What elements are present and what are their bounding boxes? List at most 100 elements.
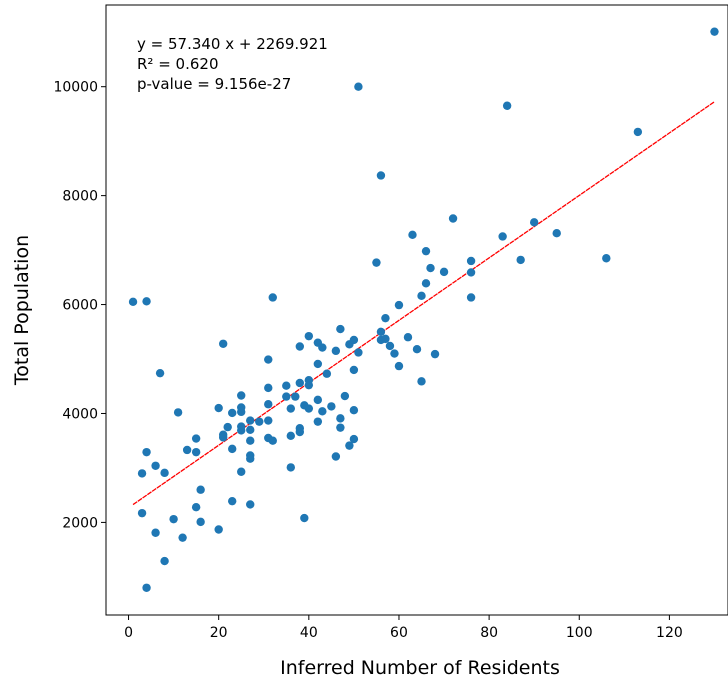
data-point [255,417,264,426]
data-point [264,355,273,364]
data-point [466,293,476,302]
y-tick-label: 4000 [62,406,98,422]
x-tick-label: 60 [390,625,408,641]
x-tick-label: 20 [210,625,228,641]
data-point [137,508,147,518]
data-point [286,404,295,413]
data-point [282,381,291,390]
data-point [336,324,345,334]
data-point [331,346,341,356]
x-tick-label: 40 [300,625,318,641]
data-point [417,291,426,301]
data-point [322,369,332,378]
data-point [313,417,323,426]
data-point [169,514,178,524]
data-point [349,434,359,444]
data-point [304,404,314,413]
data-point [390,349,399,358]
plot-area [105,4,728,616]
data-point [318,407,327,416]
data-point [282,392,291,401]
p-value-annotation: p-value = 9.156e-27 [137,75,291,93]
data-point [349,335,359,345]
data-point [516,255,525,265]
r-squared-annotation: R² = 0.620 [137,55,218,73]
data-point [191,434,201,443]
data-point [529,218,539,227]
data-point [354,82,363,91]
data-point [286,463,295,472]
data-point [552,229,561,238]
data-point [246,436,255,445]
data-point [318,343,327,352]
data-point [417,377,426,386]
data-point [155,368,165,378]
data-point [300,513,309,523]
data-point [345,441,354,450]
data-point [313,359,323,369]
data-point [381,334,390,344]
data-point [228,496,237,506]
data-point [191,502,201,512]
data-point [448,214,458,223]
data-point [151,461,160,470]
data-point [295,342,305,351]
data-point [191,447,201,457]
data-point [268,293,277,302]
x-tick-label: 0 [124,625,133,641]
data-point [214,403,223,413]
data-point [340,391,350,401]
data-point [142,297,151,306]
data-point [151,528,160,537]
data-point [313,395,323,405]
data-point [295,427,305,437]
equation-annotation: y = 57.340 x + 2269.921 [137,35,328,53]
data-point [237,407,246,417]
data-point [291,392,300,401]
x-tick-label: 100 [566,625,593,641]
data-point [304,331,314,341]
data-point [376,327,386,336]
data-point [160,556,169,566]
data-point [336,423,345,432]
data-point [376,171,386,180]
data-point [295,378,305,388]
data-points [128,27,719,592]
y-tick-label: 2000 [62,515,98,531]
data-point [426,263,435,273]
data-point [246,454,255,463]
data-point [354,348,363,357]
data-point [412,345,422,354]
data-point [237,391,246,400]
data-point [196,485,205,494]
data-point [286,431,295,441]
data-point [182,445,192,455]
data-point [466,256,476,266]
data-point [349,365,359,375]
y-axis-ticks: 2000 4000 6000 8000 10000 [53,80,106,531]
data-point [196,517,205,527]
data-point [408,230,417,240]
data-point [246,425,255,435]
data-point [218,433,228,442]
y-axis-label: Total Population [11,235,33,386]
data-point [498,232,507,241]
data-point [246,500,255,509]
data-point [304,380,314,390]
data-point [173,408,183,417]
data-point [331,452,341,461]
data-point [403,333,413,342]
data-point [137,469,147,478]
data-point [128,297,138,307]
x-tick-label: 120 [656,625,683,641]
data-point [327,402,336,411]
data-point [633,127,643,137]
data-point [502,101,512,110]
y-tick-label: 6000 [62,298,98,314]
y-tick-label: 10000 [53,80,98,96]
data-point [336,414,345,423]
data-point [237,467,246,476]
data-point [264,383,273,393]
data-point [228,408,237,418]
